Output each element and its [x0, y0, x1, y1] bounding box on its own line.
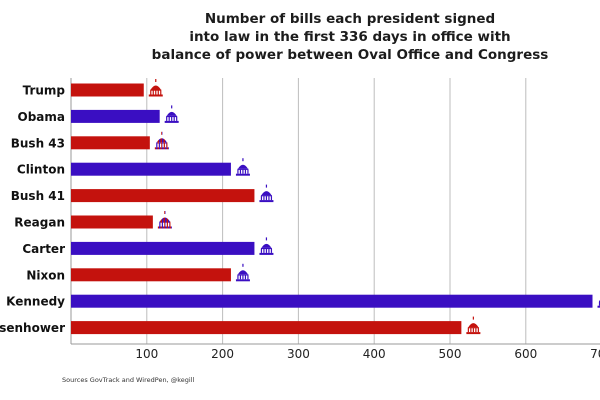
capitol-icon — [235, 263, 250, 282]
chart-title: Number of bills each president signed in… — [60, 10, 600, 64]
bar — [71, 109, 160, 123]
capitol-icon — [259, 237, 274, 255]
title-line: balance of power between Oval Office and… — [151, 47, 549, 63]
category-label: Clinton — [17, 163, 65, 177]
category-label: Kennedy — [6, 295, 65, 309]
bar — [71, 136, 150, 150]
source-note: Sources GovTrack and WiredPen, @kegill — [62, 376, 195, 384]
title-line: Number of bills each president signed — [204, 11, 496, 27]
capitol-icon — [235, 158, 250, 176]
bar — [71, 268, 231, 282]
bar — [71, 83, 144, 97]
bar — [71, 215, 153, 229]
x-tick-label: 400 — [363, 347, 386, 361]
bar — [71, 321, 462, 335]
x-tick-label: 200 — [211, 347, 234, 361]
category-label: Eisenhower — [0, 321, 65, 335]
capitol-icon — [148, 79, 163, 97]
capitol-icon — [259, 184, 274, 203]
category-label: Obama — [18, 110, 66, 124]
x-tick-label: 300 — [287, 347, 310, 361]
category-label: Carter — [22, 242, 65, 256]
capitol-icon — [164, 105, 179, 123]
category-label: Trump — [23, 84, 66, 98]
category-label: Bush 43 — [11, 136, 65, 150]
capitol-icon — [466, 316, 481, 335]
category-label: Nixon — [26, 268, 65, 282]
capitol-icon — [154, 131, 169, 150]
x-tick-label: 100 — [135, 347, 158, 361]
capitol-icon — [157, 211, 172, 229]
x-tick-label: 600 — [514, 347, 537, 361]
x-tick-label: 500 — [439, 347, 462, 361]
x-tick-label: 700 — [590, 347, 600, 361]
bar — [71, 162, 231, 176]
bar — [71, 189, 255, 203]
bar — [71, 241, 255, 255]
title-line: into law in the first 336 days in office… — [189, 29, 511, 45]
category-label: Reagan — [14, 216, 65, 230]
category-label: Bush 41 — [11, 189, 65, 203]
bar — [71, 294, 593, 308]
